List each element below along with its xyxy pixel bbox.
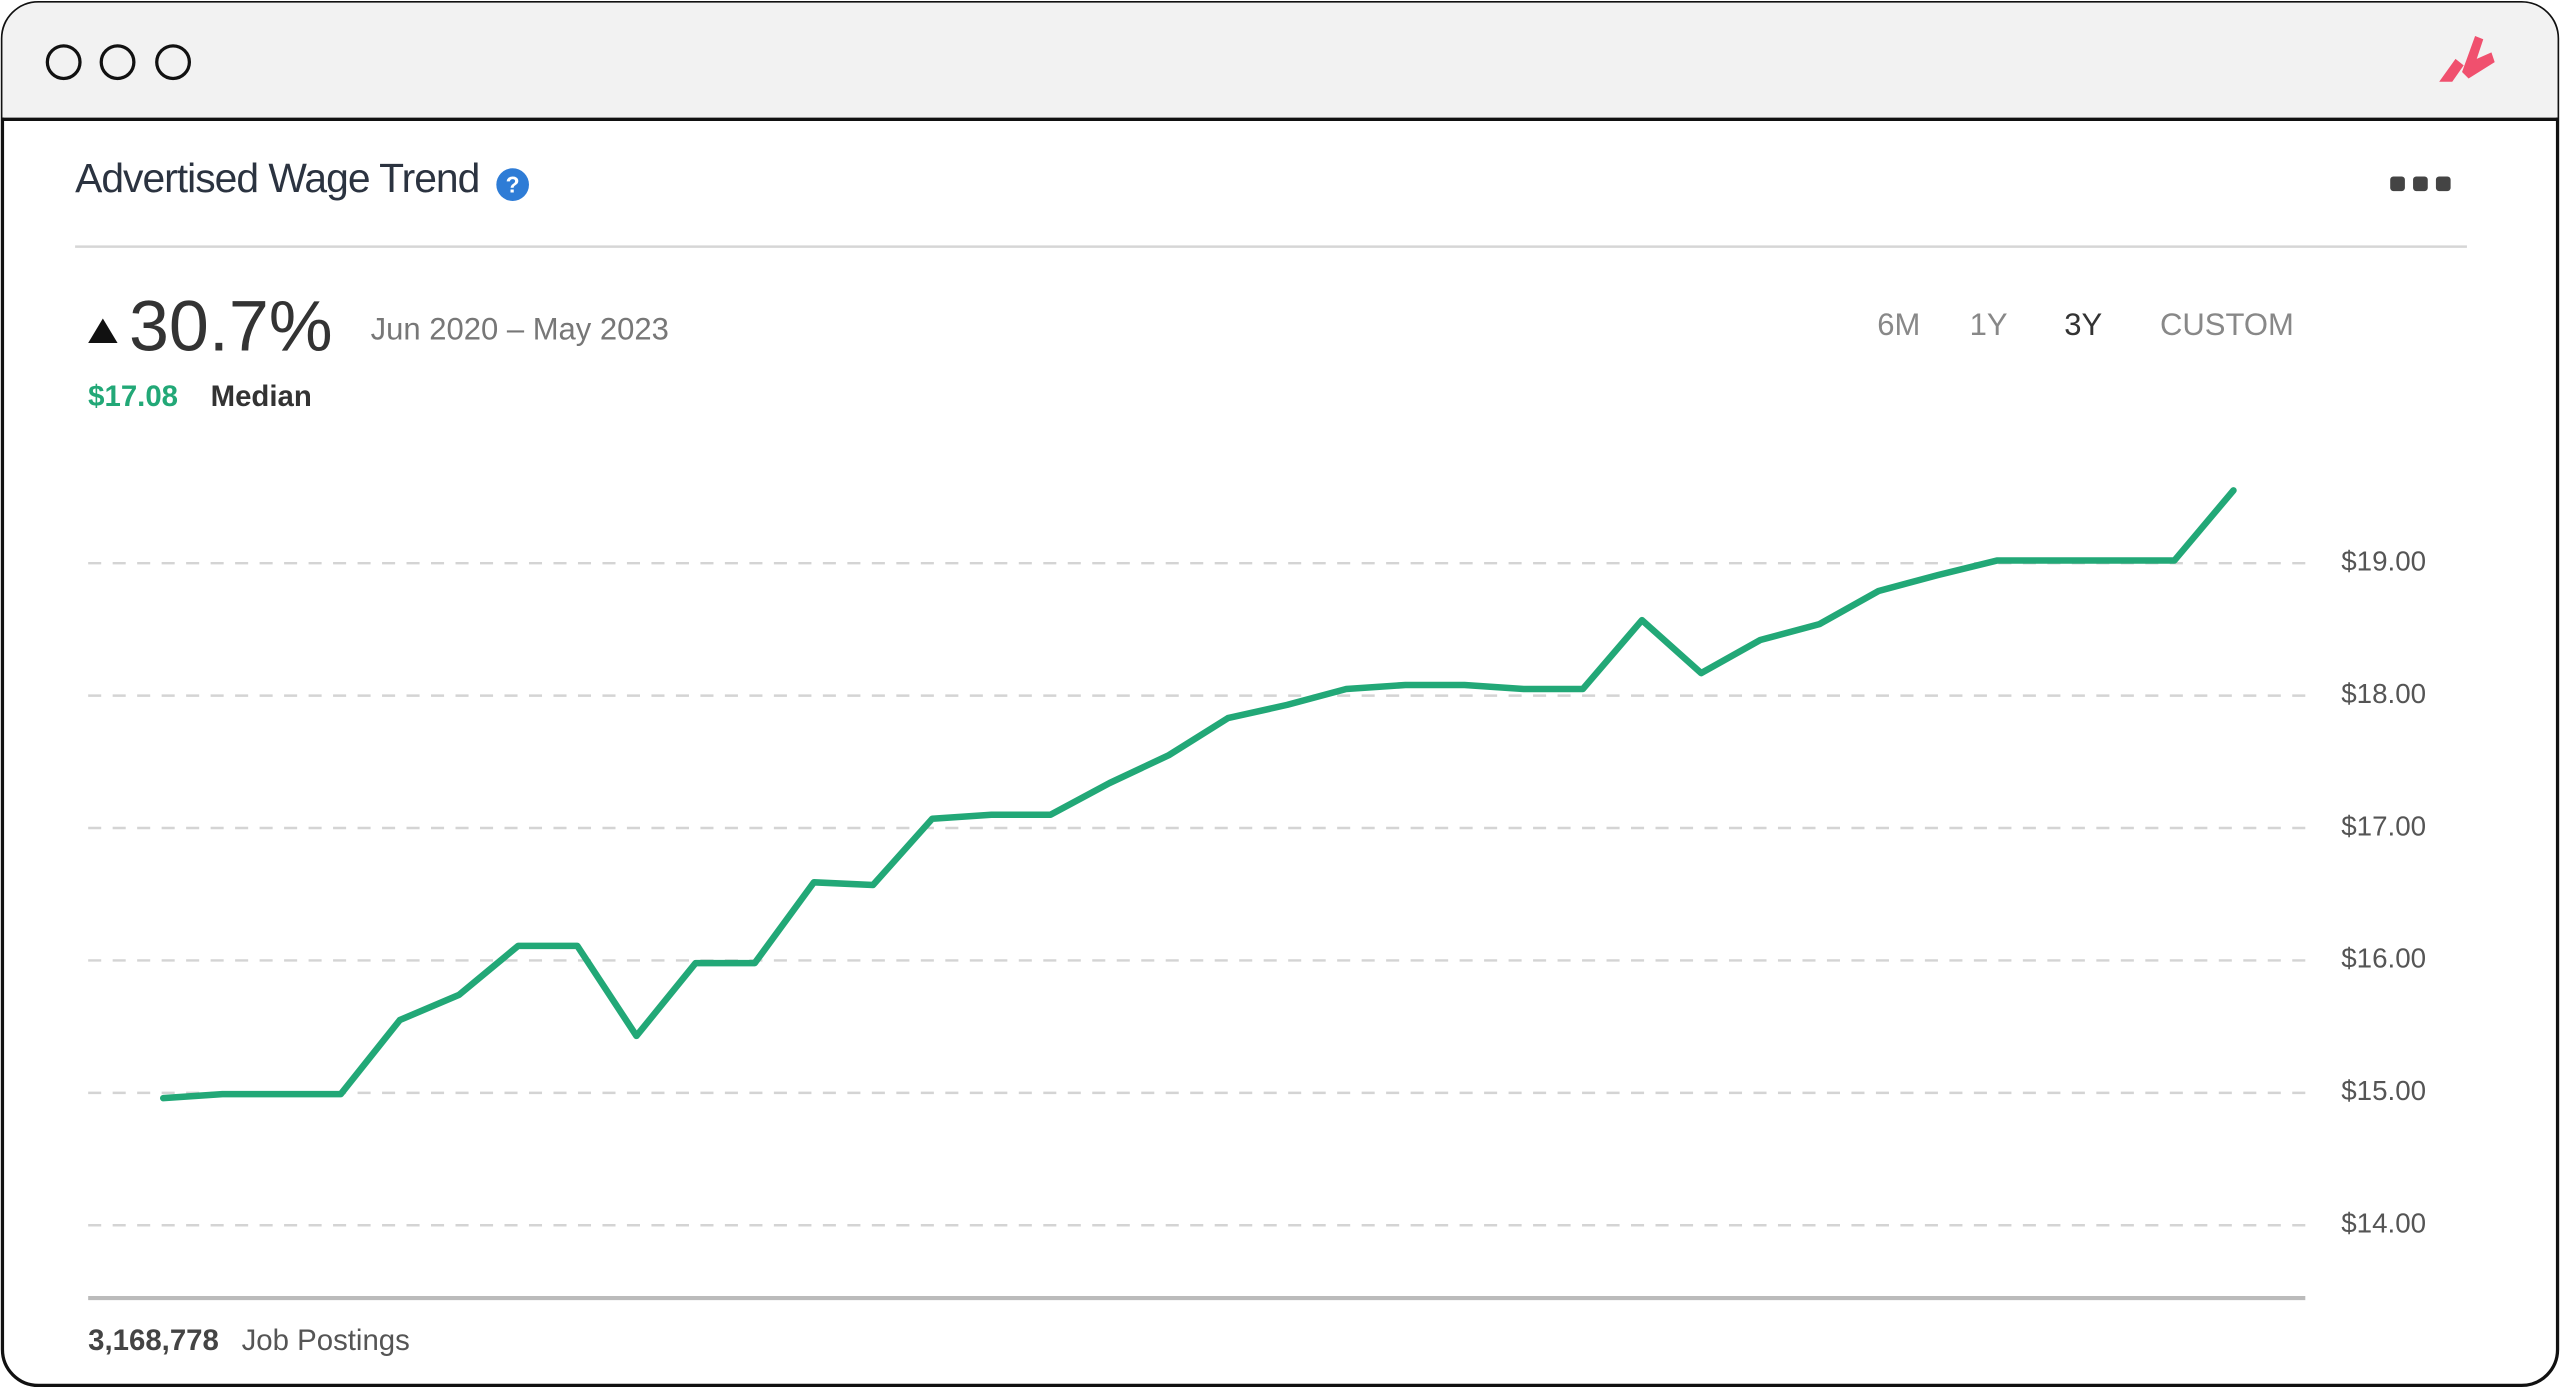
posting-count: 3,168,778	[88, 1324, 219, 1357]
range-button[interactable]: 1Y	[1970, 307, 2008, 342]
window-button[interactable]	[45, 44, 82, 81]
title-bar	[2, 2, 2558, 118]
median-value: $17.08	[88, 380, 178, 413]
card-title: Advertised Wage Trend	[75, 155, 479, 201]
median-label: Median	[211, 380, 312, 413]
up-arrow	[88, 318, 118, 343]
y-tick-label: $17.00	[2341, 810, 2426, 841]
range-button[interactable]: 3Y	[2064, 307, 2102, 342]
y-tick-label: $16.00	[2341, 943, 2426, 974]
posting-label: Job Postings	[242, 1324, 410, 1357]
period: Jun 2020 – May 2023	[371, 312, 669, 347]
more-menu[interactable]	[2390, 176, 2451, 192]
change-value: 30.7%	[129, 287, 333, 367]
y-tick-label: $19.00	[2341, 546, 2426, 577]
range-button[interactable]: CUSTOM	[2160, 307, 2294, 342]
range-button[interactable]: 6M	[1877, 307, 1920, 342]
window-button[interactable]	[99, 44, 136, 81]
help-icon[interactable]	[496, 168, 529, 201]
logo	[2439, 36, 2495, 82]
y-tick-label: $18.00	[2341, 678, 2426, 709]
y-tick-label: $15.00	[2341, 1075, 2426, 1106]
help-icon-glyph: ?	[506, 171, 520, 197]
range-selector: 6M 1Y 3Y CUSTOM	[1877, 307, 2294, 342]
wage-line	[160, 487, 2237, 1102]
y-tick-label: $14.00	[2341, 1208, 2426, 1239]
window-button[interactable]	[155, 44, 192, 81]
